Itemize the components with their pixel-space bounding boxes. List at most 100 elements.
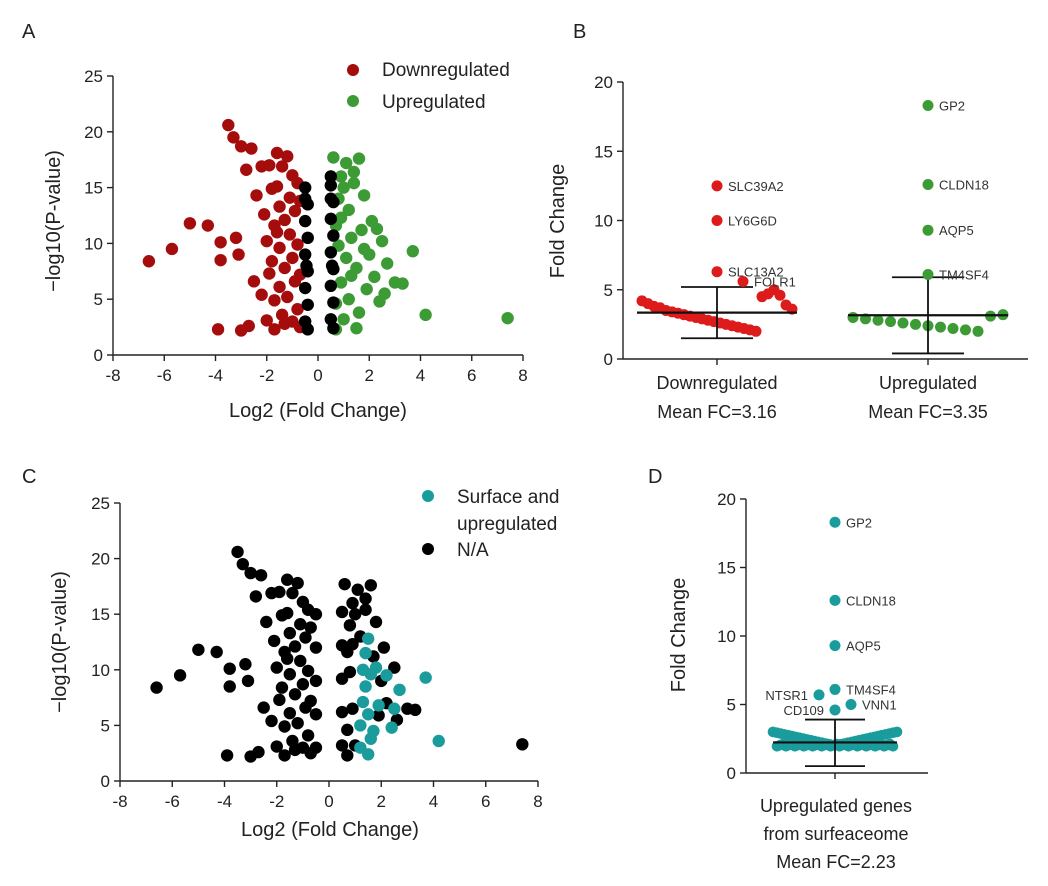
legend-label-upregulated: Upregulated (382, 92, 486, 113)
gene-label-cldn18: CLDN18 (846, 593, 896, 608)
gene-label-gp2: GP2 (939, 99, 965, 114)
point-surface-and-upregulated (361, 632, 375, 645)
point-n-a (335, 739, 349, 752)
point-surface-and-upregulated (419, 671, 432, 684)
panel-b-mean-upregulated: Mean FC=3.35 (868, 402, 988, 422)
panel-c-volcano-plot: −log10(P-value) Log2 (Fold Change) -8 -6 -… (49, 487, 559, 841)
y-tick-label: 5 (604, 281, 613, 300)
point-n-a (309, 641, 323, 654)
point-surface-and-upregulated (354, 719, 367, 732)
point-surface-and-upregulated (393, 683, 406, 697)
point-n-a (299, 631, 312, 644)
point-n-a (281, 652, 294, 665)
point-downregulated (247, 275, 261, 288)
point-downregulated (273, 280, 286, 294)
point-downregulated (283, 191, 297, 204)
point-upregulated (334, 170, 348, 183)
legend-swatch-downregulated (347, 64, 359, 76)
point-downregulated (278, 213, 291, 227)
point-upregulated (897, 317, 909, 329)
gene-label-aqp5: AQP5 (846, 639, 881, 654)
point-n-a (249, 590, 263, 603)
point-n-a (283, 668, 297, 681)
panel-d-y-axis-title: Fold Change (668, 578, 690, 693)
point-n-a (278, 720, 291, 733)
point-surface-and-upregulated (372, 699, 385, 712)
x-tick-label: 8 (533, 792, 542, 811)
point-gp2 (829, 516, 841, 528)
point-n-a (278, 749, 291, 762)
point-downregulated (281, 150, 294, 163)
point-upregulated (357, 189, 371, 202)
point-n-a (335, 672, 349, 685)
point-downregulated (234, 140, 248, 153)
panel-letter-c: C (22, 466, 36, 488)
point-n-a (281, 573, 294, 586)
point-n-a (294, 654, 307, 668)
legend-swatch-surface-upregulated (422, 490, 434, 502)
point-n-a (275, 681, 289, 694)
point-downregulated (260, 234, 273, 248)
point-downregulated (288, 204, 302, 218)
point-n-a (335, 705, 349, 719)
point-ly6g6d (711, 215, 723, 226)
point-downregulated (229, 231, 243, 245)
panel-d-category-line1: Upregulated genes (760, 796, 912, 816)
point-downregulated (278, 317, 291, 330)
point-n-a (223, 680, 236, 693)
x-tick-label: -8 (112, 792, 127, 811)
point-downregulated (291, 303, 304, 316)
point-surface-and-upregulated (388, 702, 401, 715)
point-surface-and-upregulated (354, 741, 367, 754)
point-upregulated (960, 324, 971, 336)
x-tick-label: 4 (429, 792, 438, 811)
point-upregulated (370, 222, 384, 236)
point-upregulated (388, 276, 402, 289)
point-n-a (291, 576, 304, 590)
point-n-a (270, 740, 283, 753)
point-downregulated (750, 325, 762, 337)
point-downregulated (263, 159, 276, 172)
point-downregulated (270, 226, 284, 239)
point-vnn1 (845, 699, 857, 710)
y-tick-label: 10 (594, 212, 613, 231)
point-downregulated (257, 208, 271, 221)
point-n-a (335, 639, 349, 652)
x-tick-label: 8 (518, 366, 527, 385)
gene-label-cd109: CD109 (784, 703, 824, 718)
point-downregulated (214, 236, 227, 249)
point-upregulated (352, 306, 366, 319)
point-n-a (388, 661, 401, 674)
point-n-a (239, 658, 252, 671)
legend-label-downregulated: Downregulated (382, 60, 510, 81)
point-n-a (346, 702, 359, 715)
point-downregulated (278, 261, 291, 275)
point-folr1 (737, 275, 749, 287)
panel-b-mean-downregulated: Mean FC=3.16 (657, 402, 777, 422)
x-tick-label: -6 (165, 792, 180, 811)
point-n-a (220, 749, 234, 762)
y-tick-label: 20 (91, 550, 110, 569)
point-n-a (343, 619, 357, 632)
point-downregulated (245, 142, 258, 155)
point-swarm (891, 726, 903, 738)
x-tick-label: 2 (377, 792, 386, 811)
point-downregulated (270, 146, 284, 160)
point-upregulated (337, 181, 350, 194)
point-upregulated (347, 165, 361, 179)
point-n-a (341, 749, 354, 762)
point-n-a (273, 585, 286, 599)
point-downregulated (222, 118, 235, 132)
y-tick-label: 10 (84, 234, 103, 253)
point-non-significant (325, 259, 339, 272)
panel-letter-b: B (573, 21, 586, 43)
point-n-a (377, 641, 391, 654)
x-tick-label: 0 (324, 792, 333, 811)
gene-label-tm4sf4: TM4SF4 (846, 682, 896, 697)
point-upregulated (872, 314, 884, 326)
y-tick-label: 20 (84, 123, 103, 142)
panel-d-category-line2: from surfeaceome (763, 824, 908, 844)
point-downregulated (263, 267, 276, 280)
point-n-a (254, 569, 268, 582)
point-n-a (283, 626, 297, 640)
